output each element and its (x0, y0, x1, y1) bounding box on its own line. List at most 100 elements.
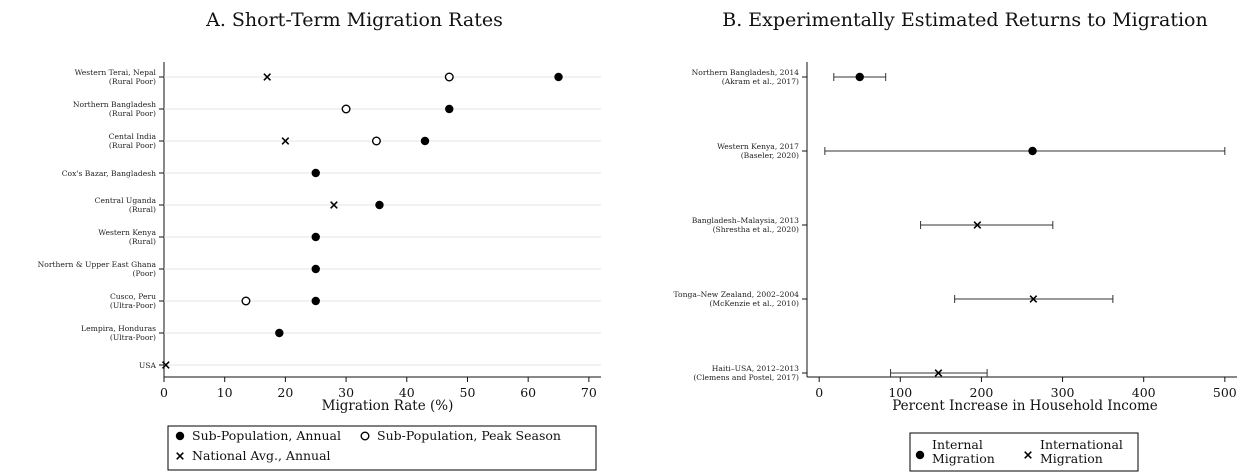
panel-a-legend-label: Sub-Population, Peak Season (377, 428, 561, 443)
panel-b-point (855, 72, 864, 82)
panel-a-point (445, 104, 454, 114)
panel-a-point (341, 104, 351, 114)
panel-b-category-line: (Shrestha et al., 2020) (713, 225, 799, 234)
panel-a: A. Short-Term Migration Rates Western Ter… (38, 9, 601, 471)
panel-b-legend-marker (1024, 451, 1032, 459)
panel-a-legend (167, 425, 597, 471)
panel-b-legend-line: Migration (932, 451, 995, 466)
panel-a-point (420, 136, 430, 146)
panel-a-x-tick-label: 70 (581, 385, 597, 400)
panel-a-point (311, 232, 320, 242)
panel-b-x-tick-label: 500 (1213, 385, 1237, 400)
panel-a-legend-marker (360, 431, 370, 441)
panel-b-category-line: Haiti–USA, 2012–2013 (712, 364, 799, 373)
panel-b-category-line: Tonga–New Zealand, 2002–2004 (674, 290, 800, 299)
panel-a-point (275, 328, 284, 338)
panel-a-legend-label: National Avg., Annual (192, 448, 331, 463)
panel-b-category-label: Northern Bangladesh, 2014 (Akram et al., … (692, 68, 799, 86)
panel-b-category-label: Tonga–New Zealand, 2002–2004 (McKenzie et… (674, 290, 800, 308)
panel-a-category-label: Northern & Upper East Ghana (Poor) (38, 260, 157, 278)
panel-b-legend (909, 432, 1139, 472)
panel-a-x-axis-label: Migration Rate (%) (322, 398, 454, 414)
panel-b-legend-line: International (1040, 437, 1123, 452)
panel-b-point (934, 369, 943, 377)
panel-a-category-line: (Rural Poor) (109, 141, 156, 150)
panel-b-point (1028, 146, 1037, 156)
panel-b-x-tick-label: 100 (888, 385, 912, 400)
panel-a-category-label: Western Kenya (Rural) (98, 228, 156, 246)
panel-a-point (263, 73, 272, 81)
panel-a-category-line: (Poor) (132, 269, 156, 278)
panel-b: B. Experimentally Estimated Returns to M… (674, 9, 1237, 472)
panel-b-category-label: Bangladesh–Malaysia, 2013 (Shrestha et al… (692, 216, 799, 234)
panel-b-category-line: Western Kenya, 2017 (717, 142, 799, 151)
panel-a-category-line: Cental India (109, 132, 157, 141)
panel-a-x-tick-label: 10 (217, 385, 233, 400)
panel-a-point (311, 264, 320, 274)
panel-a-category-line: (Ultra-Poor) (110, 333, 156, 342)
panel-b-category-label: Haiti–USA, 2012–2013 (Clemens and Postel,… (693, 364, 799, 382)
panel-a-category-label: Central Uganda (Rural) (95, 196, 157, 214)
panel-b-category-line: (Akram et al., 2017) (722, 77, 799, 86)
panel-a-category-label: Cox's Bazar, Bangladesh (62, 169, 156, 178)
panel-a-category-line: Cusco, Peru (110, 292, 156, 301)
panel-a-point (311, 168, 320, 178)
panel-b-x-tick-label: 0 (815, 385, 823, 400)
panel-a-point (161, 361, 170, 369)
panel-b-title: B. Experimentally Estimated Returns to M… (722, 9, 1207, 31)
panel-a-point (371, 136, 381, 146)
panel-a-category-line: (Rural) (129, 237, 156, 246)
panel-b-category-line: (Clemens and Postel, 2017) (693, 373, 799, 382)
panel-b-point (973, 221, 982, 229)
panel-a-point (375, 200, 384, 210)
panel-a-category-line: Northern Bangladesh (73, 100, 156, 109)
panel-a-category-label: USA (139, 361, 157, 370)
panel-b-category-line: (McKenzie et al., 2010) (709, 299, 799, 308)
panel-a-x-tick-label: 0 (160, 385, 168, 400)
panel-a-category-line: USA (139, 361, 157, 370)
panel-a-title: A. Short-Term Migration Rates (205, 9, 503, 31)
panel-a-point (241, 296, 251, 306)
panel-a-category-line: Western Terai, Nepal (75, 68, 157, 77)
panel-b-point (1029, 295, 1038, 303)
panel-a-point (330, 201, 338, 209)
panel-b-legend-label: Internal Migration (932, 437, 995, 466)
panel-a-point (311, 296, 320, 306)
panel-a-x-tick-label: 40 (399, 385, 415, 400)
panel-a-point (281, 137, 290, 145)
panel-a-category-line: Northern & Upper East Ghana (38, 260, 157, 269)
panel-b-category-line: Northern Bangladesh, 2014 (692, 68, 799, 77)
panel-a-x-tick-label: 50 (460, 385, 476, 400)
panel-b-category-line: Bangladesh–Malaysia, 2013 (692, 216, 799, 225)
panel-a-category-line: (Rural) (129, 205, 156, 214)
panel-a-category-line: Lempira, Honduras (81, 324, 156, 333)
panel-a-category-label: Cental India (Rural Poor) (109, 132, 157, 150)
panel-b-x-tick-label: 400 (1132, 385, 1156, 400)
panel-a-category-line: Central Uganda (95, 196, 157, 205)
panel-a-x-tick-label: 60 (520, 385, 536, 400)
panel-a-category-label: Western Terai, Nepal (Rural Poor) (75, 68, 157, 86)
panel-a-category-line: Cox's Bazar, Bangladesh (62, 169, 156, 178)
panel-a-category-line: (Rural Poor) (109, 109, 156, 118)
panel-a-legend-label: Sub-Population, Annual (192, 428, 341, 443)
panel-b-category-label: Western Kenya, 2017 (Baseler, 2020) (717, 142, 799, 160)
panel-a-category-line: (Rural Poor) (109, 77, 156, 86)
panel-b-legend-line: Internal (932, 437, 983, 452)
panel-a-point (444, 72, 454, 82)
panel-b-x-tick-label: 200 (970, 385, 994, 400)
panel-b-legend-label: International Migration (1040, 437, 1123, 466)
panel-a-category-label: Cusco, Peru (Ultra-Poor) (110, 292, 156, 310)
panel-b-legend-marker (915, 450, 925, 460)
panel-a-legend-marker (176, 452, 184, 460)
panel-b-category-line: (Baseler, 2020) (741, 151, 799, 160)
panel-a-category-line: Western Kenya (98, 228, 156, 237)
panel-a-x-tick-label: 30 (338, 385, 354, 400)
panel-a-category-label: Lempira, Honduras (Ultra-Poor) (81, 324, 156, 342)
panel-b-legend-line: Migration (1040, 451, 1103, 466)
panel-a-legend-marker (175, 431, 185, 441)
panel-b-x-axis-label: Percent Increase in Household Income (892, 398, 1158, 414)
panel-b-x-tick-label: 300 (1051, 385, 1075, 400)
panel-a-point (554, 72, 563, 82)
panel-a-category-line: (Ultra-Poor) (110, 301, 156, 310)
